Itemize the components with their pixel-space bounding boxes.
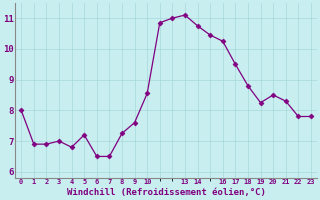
X-axis label: Windchill (Refroidissement éolien,°C): Windchill (Refroidissement éolien,°C) [67,188,266,197]
